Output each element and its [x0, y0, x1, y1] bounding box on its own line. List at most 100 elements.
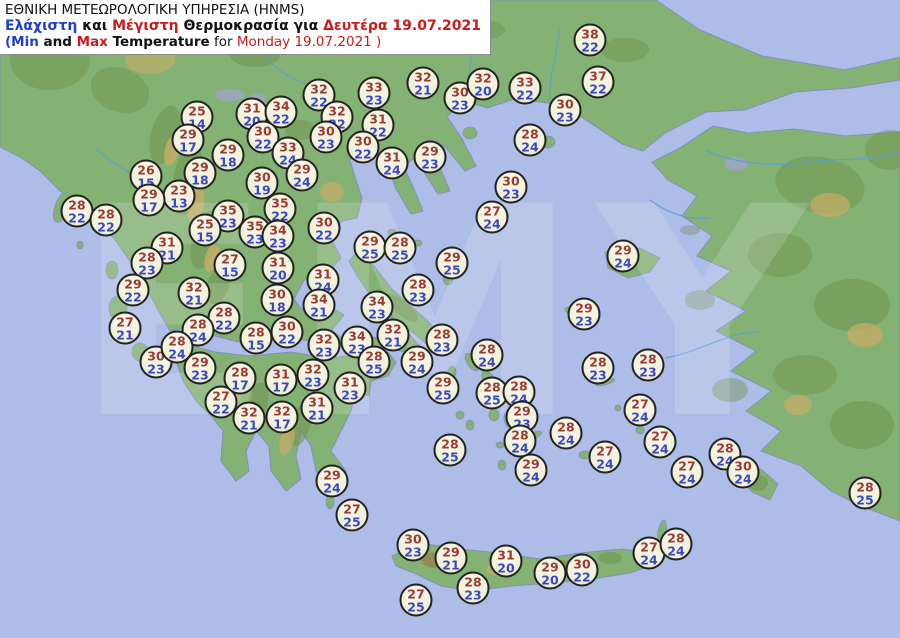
- temp-station: 27 24: [670, 455, 704, 489]
- min-temp-value: 25: [407, 599, 425, 614]
- max-temp-value: 28: [97, 206, 115, 221]
- max-temp-value: 28: [589, 354, 607, 369]
- min-temp-value: 23: [639, 364, 657, 379]
- max-temp-value: 29: [522, 456, 540, 471]
- max-temp-value: 31: [314, 266, 332, 281]
- temp-station: 34 21: [302, 288, 336, 322]
- legend-line-english: (Min and Max Temperature for Monday 19.0…: [5, 34, 481, 50]
- temp-station: 31 23: [333, 371, 367, 405]
- temp-station: 29 18: [211, 138, 245, 172]
- temp-station: 28 15: [239, 321, 273, 355]
- legend-text-segment: Ελάχιστη: [5, 18, 78, 34]
- temp-station: 34 22: [264, 95, 298, 129]
- min-temp-value: 24: [678, 471, 696, 486]
- min-temp-value: 21: [116, 327, 134, 342]
- temp-station: 29 22: [116, 273, 150, 307]
- max-temp-value: 30: [254, 123, 272, 138]
- max-temp-value: 31: [383, 149, 401, 164]
- max-temp-value: 28: [409, 276, 427, 291]
- legend-text-segment: Temperature: [107, 34, 210, 50]
- min-temp-value: 23: [341, 387, 359, 402]
- max-temp-value: 27: [483, 203, 501, 218]
- min-temp-value: 24: [293, 174, 311, 189]
- max-temp-value: 29: [191, 354, 209, 369]
- temp-station: 33 23: [357, 76, 391, 110]
- min-temp-value: 23: [368, 306, 386, 321]
- temp-station: 27 25: [335, 498, 369, 532]
- temp-station: 29 17: [132, 183, 166, 217]
- max-temp-value: 28: [168, 333, 186, 348]
- header-legend: ΕΘΝΙΚΗ ΜΕΤΕΩΡΟΛΟΓΙΚΗ ΥΠΗΡΕΣΙΑ (HNMS) Ελά…: [0, 0, 491, 55]
- max-temp-value: 29: [140, 186, 158, 201]
- temp-station: 28 23: [425, 323, 459, 357]
- max-temp-value: 28: [639, 351, 657, 366]
- temp-station: 25 15: [188, 213, 222, 247]
- max-temp-value: 30: [268, 286, 286, 301]
- max-temp-value: 28: [511, 427, 529, 442]
- max-temp-value: 30: [317, 123, 335, 138]
- max-temp-value: 28: [521, 126, 539, 141]
- min-temp-value: 23: [317, 136, 335, 151]
- max-temp-value: 28: [189, 316, 207, 331]
- min-temp-value: 20: [541, 572, 559, 587]
- temp-station: 29 24: [315, 464, 349, 498]
- temp-station: 31 20: [261, 251, 295, 285]
- min-temp-value: 22: [124, 289, 142, 304]
- temp-station: 27 24: [623, 393, 657, 427]
- temp-station: 23 13: [162, 179, 196, 213]
- max-temp-value: 27: [116, 314, 134, 329]
- temp-station: 32 21: [376, 318, 410, 352]
- min-temp-value: 23: [404, 544, 422, 559]
- temp-station: 30 23: [139, 345, 173, 379]
- temp-station: 30 22: [346, 130, 380, 164]
- max-temp-value: 29: [575, 300, 593, 315]
- temp-station: 32 23: [296, 358, 330, 392]
- temp-station: 28 23: [401, 273, 435, 307]
- max-temp-value: 29: [293, 161, 311, 176]
- min-temp-value: 23: [556, 109, 574, 124]
- max-temp-value: 28: [441, 436, 459, 451]
- min-temp-value: 22: [278, 331, 296, 346]
- max-temp-value: 28: [68, 197, 86, 212]
- min-temp-value: 22: [573, 569, 591, 584]
- min-temp-value: 17: [140, 199, 158, 214]
- temp-station: 29 21: [434, 541, 468, 575]
- temp-station: 28 24: [659, 527, 693, 561]
- min-temp-value: 25: [391, 247, 409, 262]
- min-temp-value: 24: [557, 432, 575, 447]
- min-temp-value: 17: [272, 379, 290, 394]
- min-temp-value: 23: [269, 235, 287, 250]
- temp-station: 32 21: [406, 66, 440, 100]
- temp-station: 29 23: [567, 297, 601, 331]
- min-temp-value: 22: [271, 208, 289, 223]
- max-temp-value: 30: [253, 169, 271, 184]
- max-temp-value: 29: [191, 159, 209, 174]
- legend-text-segment: Θερμοκρασία για: [178, 18, 324, 34]
- min-temp-value: 22: [315, 227, 333, 242]
- max-temp-value: 30: [451, 84, 469, 99]
- min-temp-value: 25: [441, 449, 459, 464]
- max-temp-value: 28: [510, 378, 528, 393]
- min-temp-value: 25: [343, 514, 361, 529]
- max-temp-value: 27: [596, 443, 614, 458]
- max-temp-value: 29: [614, 242, 632, 257]
- temp-station: 27 15: [213, 248, 247, 282]
- max-temp-value: 27: [212, 388, 230, 403]
- min-temp-value: 21: [414, 82, 432, 97]
- min-temp-value: 24: [323, 480, 341, 495]
- max-temp-value: 34: [348, 328, 366, 343]
- min-temp-value: 24: [734, 471, 752, 486]
- max-temp-value: 34: [272, 98, 290, 113]
- temp-station: 30 23: [396, 528, 430, 562]
- min-temp-value: 21: [308, 407, 326, 422]
- temp-station: 28 22: [60, 194, 94, 228]
- max-temp-value: 30: [278, 318, 296, 333]
- min-temp-value: 24: [596, 456, 614, 471]
- min-temp-value: 18: [268, 299, 286, 314]
- min-temp-value: 22: [68, 210, 86, 225]
- min-temp-value: 22: [310, 94, 328, 109]
- min-temp-value: 25: [434, 387, 452, 402]
- max-temp-value: 29: [323, 467, 341, 482]
- min-temp-value: 22: [589, 81, 607, 96]
- max-temp-value: 37: [589, 68, 607, 83]
